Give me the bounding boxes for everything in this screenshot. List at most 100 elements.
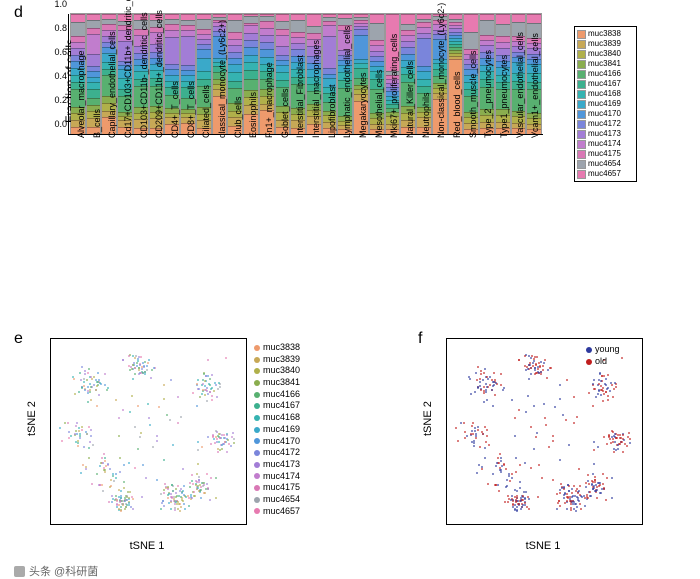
legend-label: muc4168 (588, 89, 621, 99)
x-tick-label: Smooth_muscle_cells (460, 136, 476, 296)
d-legend: muc3838muc3839muc3840muc3841muc4166muc41… (574, 26, 637, 182)
scatter-point (149, 424, 151, 426)
scatter-point (588, 483, 590, 485)
scatter-point (78, 427, 80, 429)
scatter-point (477, 429, 479, 431)
scatter-point (480, 373, 482, 375)
legend-dot (254, 473, 260, 479)
scatter-point (206, 483, 208, 485)
scatter-point (520, 508, 522, 510)
scatter-point (205, 389, 207, 391)
scatter-point (571, 492, 573, 494)
scatter-point (219, 386, 221, 388)
scatter-point (191, 497, 193, 499)
scatter-point (587, 480, 589, 482)
scatter-point (495, 382, 497, 384)
x-tick-label: Mesothelial_cells (366, 136, 382, 296)
scatter-point (604, 383, 606, 385)
x-tick-label: Fn1+_macrophage (256, 136, 272, 296)
x-tick-label: CD103+CD11b-_dendritic_cells (131, 136, 147, 296)
scatter-point (540, 373, 542, 375)
scatter-point (475, 437, 477, 439)
scatter-point (227, 439, 229, 441)
scatter-point (119, 457, 121, 459)
scatter-point (492, 405, 494, 407)
scatter-point (211, 387, 213, 389)
scatter-point (528, 498, 530, 500)
bar-segment (260, 28, 274, 35)
scatter-point (221, 448, 223, 450)
scatter-point (83, 446, 85, 448)
scatter-point (141, 368, 143, 370)
scatter-point (163, 492, 165, 494)
scatter-point (123, 464, 125, 466)
bar-segment (527, 14, 541, 23)
scatter-point (495, 465, 497, 467)
scatter-point (476, 472, 478, 474)
legend-item: muc4174 (578, 139, 633, 149)
scatter-point (106, 389, 108, 391)
legend-label: muc4657 (588, 169, 621, 179)
legend-dot (254, 462, 260, 468)
scatter-point (189, 486, 191, 488)
bar-segment (496, 24, 510, 36)
scatter-point (621, 357, 623, 359)
scatter-point (96, 381, 98, 383)
bar-segment (87, 82, 101, 89)
scatter-point (601, 389, 603, 391)
scatter-point (519, 487, 521, 489)
scatter-point (223, 443, 225, 445)
scatter-point (211, 374, 213, 376)
x-tick-label: Vcam1+_endothelial_cells (522, 136, 538, 296)
legend-swatch (578, 51, 585, 58)
legend-swatch (578, 151, 585, 158)
tsne-scatter-e (50, 338, 247, 525)
bar-segment (276, 72, 290, 79)
scatter-point (484, 368, 486, 370)
scatter-point (476, 379, 478, 381)
scatter-point (602, 473, 604, 475)
scatter-point (479, 378, 481, 380)
scatter-point (147, 362, 149, 364)
scatter-point (511, 495, 513, 497)
legend-item: muc4172 (578, 119, 633, 129)
scatter-point (209, 378, 211, 380)
legend-item: muc4657 (254, 506, 300, 518)
scatter-point (530, 426, 532, 428)
scatter-point (132, 498, 134, 500)
scatter-point (80, 379, 82, 381)
scatter-point (594, 476, 596, 478)
scatter-point (466, 435, 468, 437)
legend-label: muc3838 (263, 342, 300, 354)
scatter-point (627, 436, 629, 438)
bar-segment (165, 37, 179, 64)
x-tick-label: Non-classical_monocyte_(Ly6c2-) (428, 136, 444, 296)
scatter-point (102, 490, 104, 492)
scatter-point (90, 386, 92, 388)
bar-segment (197, 49, 211, 57)
scatter-point (113, 480, 115, 482)
scatter-point (86, 379, 88, 381)
scatter-point (535, 436, 537, 438)
bar-segment (370, 14, 384, 23)
scatter-point (74, 433, 76, 435)
bar-segment (323, 36, 337, 69)
legend-label: muc3841 (588, 59, 621, 69)
scatter-point (473, 442, 475, 444)
scatter-point (215, 477, 217, 479)
legend-label: muc4168 (263, 412, 300, 424)
bar-segment (165, 30, 179, 37)
bar-segment (370, 23, 384, 40)
bar-segment (291, 20, 305, 32)
scatter-point (208, 383, 210, 385)
scatter-point (514, 489, 516, 491)
scatter-point (123, 481, 125, 483)
scatter-point (579, 485, 581, 487)
legend-item: muc4166 (578, 69, 633, 79)
scatter-point (83, 381, 85, 383)
legend-swatch (578, 171, 585, 178)
e-x-axis-label: tSNE 1 (32, 540, 262, 552)
scatter-point (464, 437, 466, 439)
scatter-point (563, 488, 565, 490)
scatter-point (585, 486, 587, 488)
